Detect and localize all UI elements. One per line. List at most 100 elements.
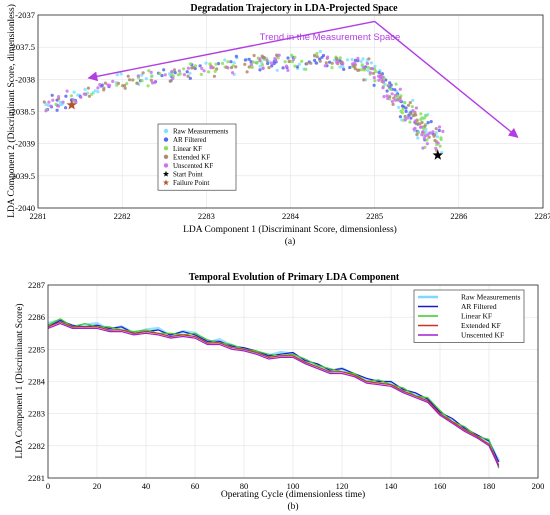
chart-a-point (348, 65, 352, 70)
chart-b-xtick-label: 180 (483, 481, 496, 491)
chart-a-point (367, 57, 371, 61)
chart-a-point (204, 61, 208, 65)
chart-b-xtick-label: 100 (287, 481, 300, 491)
chart-a-point (202, 69, 206, 73)
chart-a-point (258, 57, 262, 61)
chart-a-point (368, 71, 372, 75)
chart-b-xtick-label: 160 (434, 481, 447, 491)
chart-a-point (231, 71, 235, 75)
chart-a-point (372, 76, 376, 80)
chart-a-point (420, 120, 424, 125)
chart-a-point (362, 65, 366, 70)
chart-a-point (49, 104, 53, 108)
chart-a-point (406, 103, 411, 107)
chart-a-point (79, 95, 83, 99)
chart-a-point (260, 63, 265, 67)
chart-a-point (258, 64, 262, 68)
chart-a-point (435, 135, 440, 139)
chart-b-legend-label: Raw Measurements (461, 293, 520, 302)
chart-a-point (286, 56, 290, 60)
chart-a-point (338, 65, 342, 69)
chart-a-point (168, 79, 172, 83)
chart-a-point (425, 138, 429, 142)
chart-a-legend-label: Start Point (173, 171, 203, 179)
chart-a-xtick-label: 2286 (450, 211, 467, 221)
chart-a-point (212, 74, 216, 78)
chart-a-point (356, 59, 360, 63)
chart-a-point (400, 111, 404, 115)
chart-a-point (323, 64, 327, 68)
chart-a-point (283, 60, 287, 64)
panel-b-line: Temporal Evolution of Primary LDA Compon… (14, 272, 544, 512)
chart-a-point (135, 81, 139, 85)
chart-a-point (220, 61, 225, 65)
chart-a-point (351, 62, 355, 66)
chart-a-point (131, 78, 135, 82)
chart-a-point (437, 125, 442, 129)
chart-a-point (258, 68, 262, 72)
chart-a-legend-label: Raw Measurements (173, 128, 229, 136)
chart-a-point (108, 83, 112, 87)
chart-a-point (158, 72, 162, 76)
chart-a-xtick-label: 2284 (282, 211, 300, 221)
chart-a-point (229, 66, 234, 70)
chart-a-point (262, 56, 267, 60)
chart-a-point (305, 62, 309, 66)
chart-a-point (144, 77, 148, 81)
chart-a-point (47, 100, 51, 104)
chart-a-point (281, 66, 285, 70)
chart-a-point (341, 62, 345, 66)
chart-a-ticks: 2281 2282 2283 2284 2285 2286 2287 -2037 -2037.5… (9, 10, 550, 221)
chart-a-point (419, 112, 423, 116)
chart-a-point (403, 118, 407, 122)
chart-a-point (434, 146, 438, 150)
chart-a-point (140, 79, 144, 83)
chart-a-point (149, 70, 153, 74)
chart-a-point (370, 67, 375, 71)
chart-a-legend-marker (163, 146, 169, 151)
chart-a-point (336, 60, 340, 64)
chart-a-point (150, 74, 154, 78)
chart-a-point (51, 98, 55, 102)
chart-a-point (304, 67, 308, 71)
chart-a-xtick-label: 2283 (198, 211, 215, 221)
chart-b-legend-label: Linear KF (461, 312, 492, 321)
chart-a-point (249, 62, 253, 66)
chart-a-point (171, 76, 175, 81)
chart-a-point (64, 94, 68, 98)
chart-a-point (126, 74, 130, 78)
chart-a-xtick-label: 2282 (114, 211, 131, 221)
chart-a-point (147, 69, 151, 73)
chart-a-trend-arrow (87, 20, 375, 82)
chart-a-point (291, 57, 295, 62)
chart-a-point (243, 62, 247, 66)
chart-a-point (173, 71, 177, 75)
chart-b-ytick-label: 2282 (28, 441, 45, 451)
chart-a-point (193, 64, 198, 68)
chart-b-ytick-label: 2285 (28, 344, 45, 354)
chart-a-point (186, 66, 190, 70)
chart-a-point (313, 58, 317, 63)
chart-b-lines (47, 318, 501, 469)
chart-a-point (111, 79, 115, 83)
chart-a-point (65, 89, 69, 93)
chart-a-legend-box (157, 123, 237, 191)
chart-a-point (61, 100, 65, 104)
chart-a-point (186, 74, 190, 78)
chart-a-point (272, 61, 276, 66)
chart-a-legend-marker (162, 170, 170, 177)
chart-a-point (411, 114, 416, 118)
chart-a-point (252, 60, 256, 64)
chart-a-point (287, 59, 291, 64)
chart-a-point (413, 119, 417, 123)
chart-a-frame (37, 14, 544, 209)
chart-a-ytick-label: -2039 (15, 139, 35, 149)
chart-a-annotation-text: Trend in the Measurement Space (260, 32, 401, 43)
chart-a-ylabel: LDA Component 2 (Discriminant Score, dim… (6, 4, 17, 218)
chart-a-point (245, 70, 249, 74)
chart-b-xtick-label: 60 (191, 481, 200, 491)
chart-b-ytick-label: 2283 (28, 409, 45, 419)
chart-a-point (234, 65, 238, 69)
chart-a-point (320, 55, 324, 59)
chart-a-point (162, 68, 166, 72)
